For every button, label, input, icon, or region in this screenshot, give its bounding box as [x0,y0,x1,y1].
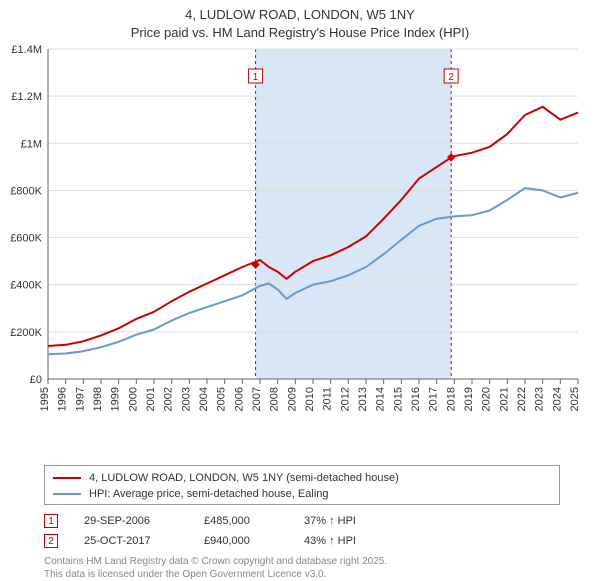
title-line-2: Price paid vs. HM Land Registry's House … [0,24,600,42]
x-tick-label: 2019 [463,387,475,411]
legend-swatch-property [53,477,81,479]
x-tick-label: 2018 [445,387,457,411]
x-tick-label: 1996 [57,387,69,411]
x-tick-label: 2004 [198,387,210,411]
x-tick-label: 2014 [375,387,387,411]
y-tick-label: £1.4M [11,44,42,56]
copyright-line-2: This data is licensed under the Open Gov… [44,568,560,581]
x-tick-label: 1997 [74,387,86,411]
event-badge-1: 1 [44,514,58,528]
y-tick-label: £400K [10,280,42,292]
x-tick-label: 2020 [481,387,493,411]
event-price-2: £940,000 [204,535,304,547]
x-tick-label: 2000 [127,387,139,411]
x-tick-label: 2008 [269,387,281,411]
event-row-2: 2 25-OCT-2017 £940,000 43% ↑ HPI [44,531,560,551]
x-tick-label: 2001 [145,387,157,411]
x-tick-label: 2011 [322,387,334,411]
chart-area: £0 £200K £400K £600K £800K £1M £1.2M £1.4M 1995 1… [0,41,600,461]
event-hpi-1: 37% ↑ HPI [304,515,356,527]
x-tick-label: 2003 [180,387,192,411]
x-tick-label: 1999 [110,387,122,411]
x-tick-label: 1995 [39,387,51,411]
copyright-line-1: Contains HM Land Registry data © Crown c… [44,555,560,568]
y-tick-label: £600K [10,233,42,245]
copyright: Contains HM Land Registry data © Crown c… [44,555,560,581]
event-table: 1 29-SEP-2006 £485,000 37% ↑ HPI 2 25-OC… [44,511,560,551]
event-hpi-2: 43% ↑ HPI [304,535,356,547]
x-tick-label: 2022 [516,387,528,411]
event-flag-label-2: 2 [448,72,454,83]
legend-label-property: 4, LUDLOW ROAD, LONDON, W5 1NY (semi-det… [89,472,399,484]
y-tick-label: £1.2M [11,91,42,103]
shade-band [256,49,452,379]
y-tick-label: £200K [10,327,42,339]
x-tick-label: 2007 [251,387,263,411]
y-tick-label: £0 [30,374,42,386]
event-row-1: 1 29-SEP-2006 £485,000 37% ↑ HPI [44,511,560,531]
x-tick-label: 2005 [216,387,228,411]
event-date-2: 25-OCT-2017 [84,535,204,547]
y-tick-label: £800K [10,186,42,198]
event-price-1: £485,000 [204,515,304,527]
chart-title: 4, LUDLOW ROAD, LONDON, W5 1NY Price pai… [0,0,600,41]
legend-label-hpi: HPI: Average price, semi-detached house,… [89,488,329,500]
x-tick-label: 2002 [163,387,175,411]
legend-row-hpi: HPI: Average price, semi-detached house,… [53,486,551,502]
x-tick-label: 2023 [534,387,546,411]
legend-swatch-hpi [53,493,81,495]
x-tick-label: 2015 [392,387,404,411]
x-tick-label: 2010 [304,387,316,411]
x-tick-label: 1998 [92,387,104,411]
event-badge-2: 2 [44,534,58,548]
x-tick-label: 2012 [339,387,351,411]
title-line-1: 4, LUDLOW ROAD, LONDON, W5 1NY [0,6,600,24]
x-tick-label: 2016 [410,387,422,411]
x-tick-label: 2009 [286,387,298,411]
x-tick-label: 2017 [428,387,440,411]
y-tick-label: £1M [21,138,42,150]
legend-row-property: 4, LUDLOW ROAD, LONDON, W5 1NY (semi-det… [53,470,551,486]
x-tick-label: 2006 [233,387,245,411]
event-flag-label-1: 1 [253,72,259,83]
event-date-1: 29-SEP-2006 [84,515,204,527]
legend: 4, LUDLOW ROAD, LONDON, W5 1NY (semi-det… [44,465,560,505]
x-tick-label: 2021 [498,387,510,411]
x-tick-label: 2024 [551,387,563,411]
x-tick-label: 2013 [357,387,369,411]
x-tick-label: 2025 [569,387,581,411]
chart-svg: £0 £200K £400K £600K £800K £1M £1.2M £1.4M 1995 1… [0,41,600,461]
